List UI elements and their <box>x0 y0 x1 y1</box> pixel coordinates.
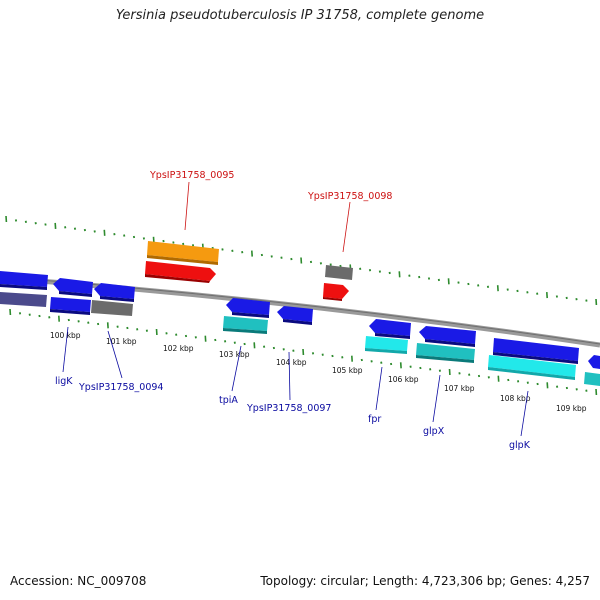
gene-tpiA-blue[interactable] <box>226 298 270 318</box>
label-0094[interactable]: YpsIP31758_0094 <box>78 382 163 393</box>
gene-fpr[interactable] <box>365 336 408 354</box>
kbp-label: 101 kbp <box>106 337 137 346</box>
kbp-label: 107 kbp <box>444 384 475 393</box>
gene-ligK[interactable] <box>50 297 91 315</box>
gene-navy[interactable] <box>0 292 47 307</box>
gene-0095-red[interactable] <box>145 261 216 283</box>
gene-0094[interactable] <box>91 300 133 316</box>
gene-right-blue[interactable] <box>588 355 600 369</box>
label-leaders-red <box>184 181 351 253</box>
gene-left-blue-2[interactable] <box>53 278 93 297</box>
map-title: Yersinia pseudotuberculosis IP 31758, co… <box>115 8 485 23</box>
outer-tick-ring <box>5 215 598 306</box>
label-0097[interactable]: YpsIP31758_0097 <box>246 403 331 414</box>
kbp-label: 106 kbp <box>388 375 419 384</box>
label-fpr[interactable]: fpr <box>368 414 381 425</box>
label-leaders <box>62 326 529 437</box>
label-0095[interactable]: YpsIP31758_0095 <box>149 170 234 181</box>
kbp-label: 109 kbp <box>556 404 587 413</box>
label-0098[interactable]: YpsIP31758_0098 <box>307 191 392 202</box>
accession-text: Accession: NC_009708 <box>10 574 147 588</box>
kbp-label: 100 kbp <box>50 331 81 340</box>
gene-0095[interactable] <box>147 241 219 265</box>
kbp-label: 102 kbp <box>163 344 194 353</box>
gene-0098[interactable] <box>323 283 349 301</box>
gene-0098-gray[interactable] <box>325 265 353 280</box>
inner-tick-ring <box>9 308 598 396</box>
gene-left-blue-1[interactable] <box>0 271 48 290</box>
gene-glpX[interactable] <box>416 343 475 363</box>
gene-glpX-blue[interactable] <box>419 326 476 347</box>
genome-summary: Topology: circular; Length: 4,723,306 bp… <box>260 574 590 588</box>
label-ligK[interactable]: ligK <box>55 376 73 387</box>
kbp-label: 105 kbp <box>332 366 363 375</box>
kbp-label: 108 kbp <box>500 394 531 403</box>
gene-left-blue-3[interactable] <box>94 283 135 302</box>
gene-0097[interactable] <box>277 306 313 325</box>
label-glpX[interactable]: glpX <box>423 426 445 437</box>
label-glpK[interactable]: glpK <box>509 440 531 451</box>
kbp-label: 104 kbp <box>276 358 307 367</box>
gene-glpK[interactable] <box>488 355 576 380</box>
label-tpiA[interactable]: tpiA <box>219 395 238 406</box>
kbp-label: 103 kbp <box>219 350 250 359</box>
gene-glpK-blue[interactable] <box>493 338 579 364</box>
gene-fpr-blue[interactable] <box>369 319 411 339</box>
gene-right-cyan[interactable] <box>584 372 600 386</box>
gene-tpiA[interactable] <box>223 316 268 334</box>
